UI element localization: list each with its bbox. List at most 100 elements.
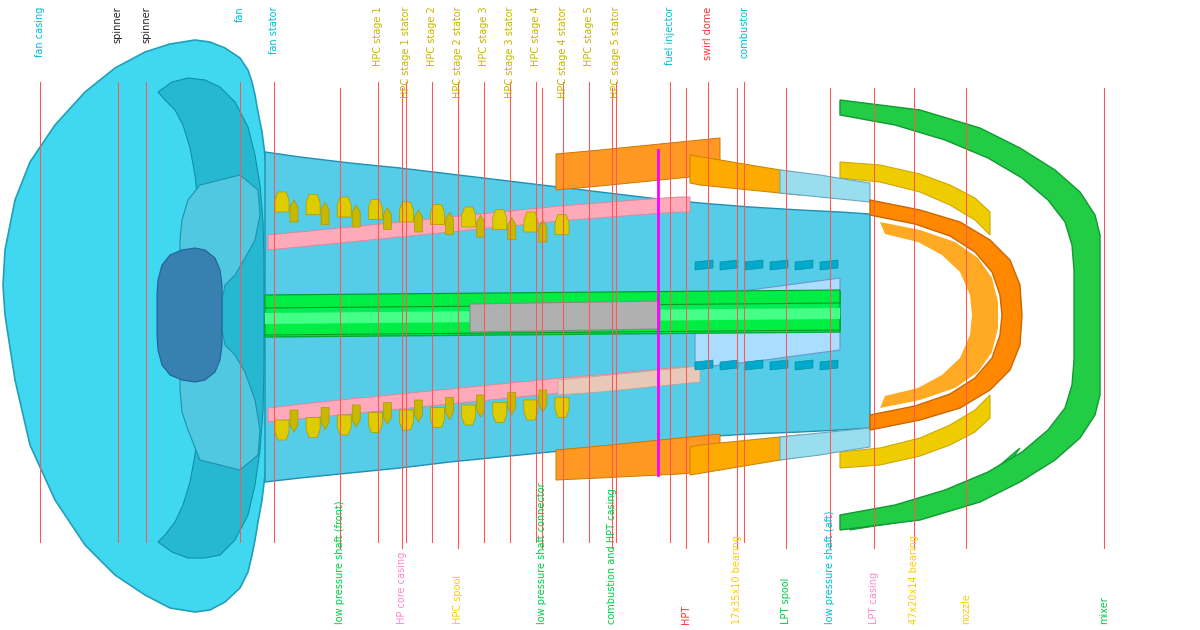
Text: HPC stage 5 stator: HPC stage 5 stator [611, 6, 620, 98]
Polygon shape [431, 205, 444, 224]
Text: HPC stage 3: HPC stage 3 [479, 6, 488, 66]
Polygon shape [556, 434, 720, 480]
Polygon shape [290, 410, 298, 432]
Polygon shape [337, 415, 352, 435]
Polygon shape [322, 202, 329, 224]
Polygon shape [322, 408, 329, 430]
Polygon shape [840, 395, 990, 468]
Text: HPC stage 1: HPC stage 1 [373, 6, 383, 66]
Polygon shape [470, 301, 660, 332]
Polygon shape [290, 200, 298, 222]
Polygon shape [840, 162, 990, 235]
Polygon shape [306, 418, 320, 437]
Text: fuel injector: fuel injector [665, 6, 674, 65]
Polygon shape [524, 212, 538, 232]
Polygon shape [368, 200, 383, 219]
Polygon shape [539, 390, 547, 412]
Text: HPT: HPT [682, 604, 691, 624]
Polygon shape [720, 360, 738, 370]
Polygon shape [690, 155, 800, 195]
Text: mixer: mixer [1099, 596, 1109, 624]
Polygon shape [556, 138, 720, 190]
Text: HPC stage 4 stator: HPC stage 4 stator [558, 6, 568, 98]
Text: spinner: spinner [113, 6, 122, 43]
Text: 17x35x10 bearing: 17x35x10 bearing [732, 535, 742, 624]
Polygon shape [476, 215, 485, 237]
Polygon shape [400, 202, 414, 222]
Text: low pressure shaft (aft): low pressure shaft (aft) [826, 510, 835, 624]
Polygon shape [695, 260, 713, 270]
Polygon shape [796, 260, 814, 270]
Polygon shape [268, 197, 690, 250]
Text: low pressure shaft (front): low pressure shaft (front) [335, 500, 344, 624]
Polygon shape [368, 413, 383, 433]
Polygon shape [265, 317, 840, 335]
Text: LPT spool: LPT spool [781, 577, 791, 624]
Text: HP core casing: HP core casing [397, 551, 407, 624]
Polygon shape [745, 260, 763, 270]
Polygon shape [493, 210, 506, 229]
Polygon shape [400, 410, 414, 430]
Polygon shape [820, 360, 838, 370]
Text: spinner: spinner [142, 6, 151, 43]
Text: nozzle: nozzle [961, 593, 971, 624]
Polygon shape [445, 212, 454, 234]
Polygon shape [265, 152, 870, 482]
Polygon shape [383, 207, 391, 229]
Polygon shape [695, 360, 713, 370]
Polygon shape [840, 100, 1100, 530]
Text: fan casing: fan casing [35, 6, 44, 57]
Polygon shape [508, 392, 516, 415]
Polygon shape [2, 40, 268, 612]
Polygon shape [445, 398, 454, 420]
Polygon shape [431, 408, 444, 428]
Polygon shape [268, 367, 690, 422]
Polygon shape [780, 428, 870, 460]
Text: fan: fan [235, 6, 245, 22]
Text: combustion and HPT casing: combustion and HPT casing [607, 488, 617, 624]
Polygon shape [554, 214, 569, 234]
Polygon shape [539, 220, 547, 242]
Polygon shape [353, 205, 360, 227]
Polygon shape [180, 175, 260, 470]
Polygon shape [157, 248, 222, 382]
Polygon shape [780, 170, 870, 202]
Text: low pressure shaft connector: low pressure shaft connector [538, 482, 547, 624]
Polygon shape [462, 207, 475, 227]
Polygon shape [690, 435, 800, 475]
Polygon shape [745, 360, 763, 370]
Text: HPC spool: HPC spool [454, 575, 463, 624]
Polygon shape [770, 260, 788, 270]
Polygon shape [695, 278, 840, 368]
Polygon shape [353, 405, 360, 427]
Polygon shape [508, 217, 516, 239]
Text: combustor: combustor [739, 6, 749, 59]
Polygon shape [554, 398, 569, 418]
Polygon shape [414, 400, 422, 422]
Polygon shape [476, 395, 485, 417]
Polygon shape [820, 260, 838, 270]
Polygon shape [414, 210, 422, 232]
Polygon shape [337, 197, 352, 217]
Polygon shape [265, 290, 840, 308]
Text: fan stator: fan stator [269, 6, 278, 54]
Polygon shape [796, 360, 814, 370]
Text: HPC stage 4: HPC stage 4 [532, 6, 541, 66]
Polygon shape [275, 420, 289, 440]
Text: HPC stage 2: HPC stage 2 [427, 6, 437, 66]
Polygon shape [720, 260, 738, 270]
Polygon shape [265, 292, 840, 337]
Polygon shape [493, 403, 506, 423]
Polygon shape [524, 400, 538, 420]
Polygon shape [265, 308, 840, 324]
Text: LPT casing: LPT casing [869, 571, 878, 624]
Polygon shape [880, 222, 998, 408]
Polygon shape [462, 405, 475, 425]
Text: swirl dome: swirl dome [703, 6, 713, 60]
Polygon shape [558, 366, 700, 395]
Polygon shape [850, 448, 1020, 530]
Text: 47x20x14 bearing: 47x20x14 bearing [910, 535, 919, 624]
Polygon shape [275, 192, 289, 212]
Polygon shape [383, 403, 391, 425]
Polygon shape [158, 78, 264, 558]
